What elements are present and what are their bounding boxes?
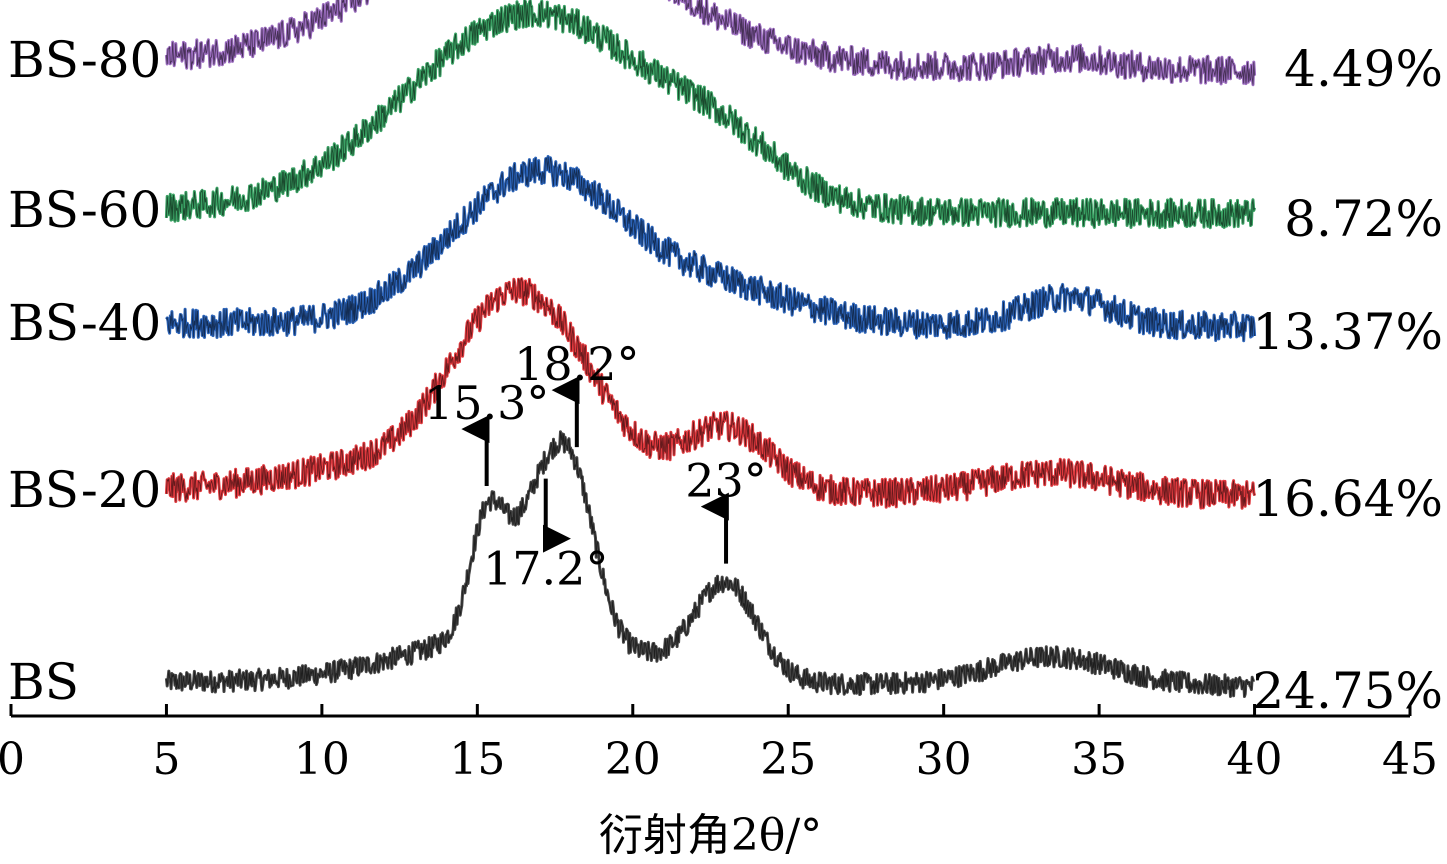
series-trace-bs-60	[166, 0, 1255, 229]
crystallinity-label-bs-40: 13.37%	[1252, 303, 1443, 361]
x-tick-label: 40	[1227, 734, 1283, 785]
series-layer: BS 24.75% BS-20 16.64% BS-40 13.37% BS-60 8.72%…	[8, 0, 1443, 720]
annotation-label: 23°	[685, 454, 767, 508]
x-tick-label: 25	[760, 734, 816, 785]
x-tick-label: 5	[152, 734, 180, 785]
x-tick-label: 35	[1071, 734, 1127, 785]
annotation-label: 15.3°	[424, 376, 549, 430]
crystallinity-label-bs-80: 4.49%	[1284, 40, 1443, 98]
series-line-bs-60	[164, 0, 1257, 230]
crystallinity-label-bs-60: 8.72%	[1284, 190, 1443, 248]
x-tick-label: 45	[1382, 734, 1438, 785]
annotation-label: 17.2°	[483, 542, 608, 596]
series-label-bs-80: BS-80	[8, 31, 161, 89]
crystallinity-label-bs: 24.75%	[1252, 662, 1443, 720]
x-axis-title: 衍射角2θ/°	[599, 810, 822, 861]
annotation-layer: 15.3°18.2° 23° 17.2°	[424, 337, 767, 596]
series-label-bs-20: BS-20	[8, 461, 161, 519]
series-label-bs: BS	[8, 653, 79, 711]
series-trace-bs-20	[166, 277, 1255, 509]
x-tick-label: 20	[605, 734, 661, 785]
series-trace-bs	[166, 431, 1255, 697]
series-label-bs-40: BS-40	[8, 294, 161, 352]
annotation-label: 18.2°	[514, 337, 639, 391]
x-tick-label: 30	[916, 734, 972, 785]
x-tick-label: 15	[449, 734, 505, 785]
series-label-bs-60: BS-60	[8, 181, 161, 239]
x-axis: 0 5 10 15 20 25 30 35 40 45	[0, 704, 1438, 785]
x-tick-label: 0	[0, 734, 25, 785]
crystallinity-label-bs-20: 16.64%	[1252, 470, 1443, 528]
series-trace-bs-80	[166, 0, 1255, 85]
x-tick-label: 10	[294, 734, 350, 785]
series-trace-bs-40	[166, 156, 1255, 341]
